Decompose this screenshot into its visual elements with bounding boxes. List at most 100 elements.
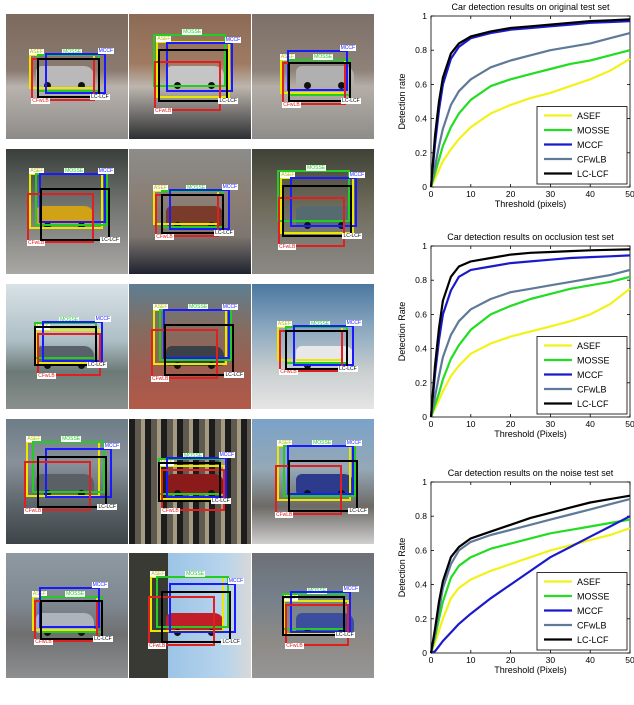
car-image — [296, 613, 354, 633]
car-image — [296, 474, 354, 494]
y-tick-label: 0.4 — [415, 344, 427, 354]
detection-tag-lc-lcf: LC-LCF — [90, 94, 110, 101]
detection-box-lc-lcf — [287, 62, 352, 103]
x-axis-label: Threshold (Pixels) — [494, 665, 567, 675]
y-axis-label: Detection rate — [397, 73, 407, 129]
series-line-lc-lcf — [429, 494, 631, 654]
series-line-cfwlb — [429, 268, 631, 418]
detection-box-cfwlb — [37, 333, 101, 376]
chart-2: Car detection results on occlusion test … — [397, 232, 634, 439]
legend-label-mccf: MCCF — [577, 140, 603, 150]
series-line-mosse — [429, 518, 631, 654]
car-wheel — [44, 490, 51, 497]
car-image — [296, 66, 354, 86]
detection-tag-asef: ASEF — [156, 36, 172, 43]
detection-box-mccf — [38, 173, 106, 224]
detection-tag-asef: ASEF — [150, 570, 166, 577]
detection-box-lc-lcf — [36, 455, 108, 509]
detection-tag-lc-lcf: LC-LCF — [100, 236, 120, 243]
detection-tag-cfwlb: CFwLB — [274, 511, 294, 518]
x-axis-label: Threshold (Pixels) — [494, 429, 567, 439]
legend-label-lc-lcf: LC-LCF — [577, 399, 609, 409]
detection-box-lc-lcf — [287, 459, 359, 513]
detection-box-lc-lcf — [281, 184, 353, 238]
photo-tile: ASEF MOSSE MCCF CFwLB LC-LCF — [6, 419, 128, 544]
series-line-mccf — [429, 20, 631, 188]
legend-label-asef: ASEF — [577, 111, 601, 121]
chart-1: Car detection results on original test s… — [397, 2, 634, 209]
x-tick-label: 0 — [429, 419, 434, 429]
photo-tile: ASEF MOSSE MCCF CFwLB LC-LCF — [252, 14, 374, 139]
legend-label-asef: ASEF — [577, 577, 601, 587]
detection-tag-cfwlb: CFwLB — [31, 97, 50, 104]
detection-tag-mosse: MOSSE — [64, 168, 85, 175]
detection-box-mccf — [41, 320, 103, 362]
detection-tag-lc-lcf: LC-LCF — [342, 233, 362, 240]
detection-charts: Car detection results on original test s… — [385, 0, 634, 700]
series-line-asef — [429, 527, 631, 654]
x-tick-label: 30 — [546, 189, 556, 199]
detection-tag-mccf: MCCF — [221, 183, 239, 190]
detection-tag-cfwlb: CFwLB — [23, 507, 43, 514]
x-tick-label: 20 — [506, 189, 516, 199]
detection-box-mccf — [168, 582, 236, 633]
detection-tag-mccf: MCCF — [227, 577, 245, 584]
legend-label-mccf: MCCF — [577, 370, 603, 380]
legend-label-cfwlb: CFwLB — [577, 155, 607, 165]
photo-tile: ASEF MOSSE MCCF CFwLB LC-LCF — [129, 419, 251, 544]
y-tick-label: 0.8 — [415, 275, 427, 285]
photo-tile: ASEF MOSSE MCCF CFwLB LC-LCF — [252, 284, 374, 409]
detection-tag-cfwlb: CFwLB — [161, 508, 180, 515]
detection-photo-grid: ASEF MOSSE MCCF CFwLB LC-LCF ASEF MOSSE MCCF CFw… — [6, 14, 374, 678]
detection-tag-lc-lcf: LC-LCF — [97, 504, 117, 511]
detection-tag-mccf: MCCF — [97, 48, 115, 55]
detection-tag-mosse: MOSSE — [182, 29, 203, 36]
detection-tag-mosse: MOSSE — [62, 49, 83, 56]
detection-tag-mccf: MCCF — [224, 36, 242, 43]
detection-box-mccf — [162, 309, 230, 360]
legend-label-mosse: MOSSE — [577, 356, 610, 366]
legend-box — [536, 106, 628, 185]
legend-label-lc-lcf: LC-LCF — [577, 169, 609, 179]
detection-tag-mccf: MCCF — [221, 304, 239, 311]
detection-tag-lc-lcf: LC-LCF — [221, 639, 241, 645]
car-wheel — [44, 82, 51, 89]
detection-tag-mosse: MOSSE — [306, 164, 327, 171]
series-line-cfwlb — [429, 498, 631, 654]
detection-tag-mosse: MOSSE — [59, 316, 80, 323]
detection-box-cfwlb — [277, 197, 346, 248]
detection-tag-mosse: MOSSE — [185, 570, 206, 577]
car-wheel — [174, 362, 181, 369]
detection-tag-mccf: MCCF — [218, 451, 236, 458]
detection-tag-lc-lcf: LC-LCF — [348, 508, 368, 515]
photo-tile: ASEF MOSSE MCCF CFwLB LC-LCF — [129, 14, 251, 139]
detection-tag-mccf: MCCF — [94, 315, 112, 322]
detection-tag-cfwlb: CFwLB — [277, 244, 297, 251]
photo-tile: ASEF MOSSE MCCF CFwLB LC-LCF — [6, 284, 128, 409]
photo-tile: ASEF MOSSE MCCF CFwLB LC-LCF — [129, 553, 251, 678]
detection-tag-cfwlb: CFwLB — [155, 233, 174, 240]
chart-title: Car detection results on the noise test … — [448, 468, 614, 478]
x-tick-label: 40 — [585, 189, 595, 199]
detection-box-lc-lcf — [160, 194, 225, 234]
photo-tile: ASEF MOSSE MCCF CFwLB LC-LCF — [252, 553, 374, 678]
detection-box-mccf — [165, 41, 233, 92]
car-image — [166, 66, 224, 86]
detection-box-lc-lcf — [281, 596, 346, 637]
y-tick-label: 0.4 — [415, 114, 427, 124]
detection-box-cfwlb — [147, 595, 216, 646]
car-image — [36, 474, 94, 494]
y-axis-label: Detection Rate — [397, 302, 407, 362]
detection-tag-cfwlb: CFwLB — [153, 108, 173, 115]
x-tick-label: 10 — [466, 189, 476, 199]
y-tick-label: 0.8 — [415, 511, 427, 521]
detection-tag-mccf: MCCF — [348, 172, 366, 179]
y-tick-label: 0 — [422, 648, 427, 658]
x-tick-label: 50 — [625, 655, 634, 665]
x-tick-label: 30 — [546, 419, 556, 429]
detection-box-cfwlb — [285, 603, 349, 647]
chart-3: Car detection results on the noise test … — [397, 468, 634, 675]
chart-title: Car detection results on occlusion test … — [447, 232, 614, 242]
y-tick-label: 0.6 — [415, 79, 427, 89]
detection-box-cfwlb — [26, 193, 95, 244]
